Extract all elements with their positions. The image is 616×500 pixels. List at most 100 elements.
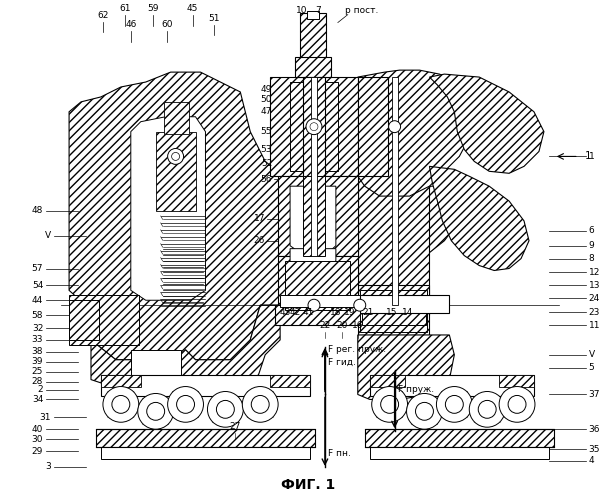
Text: 9: 9 [589, 241, 594, 250]
Text: 6: 6 [589, 226, 594, 235]
Text: р пост.: р пост. [345, 6, 378, 15]
Circle shape [308, 300, 320, 311]
Text: 55: 55 [261, 127, 272, 136]
Text: 51: 51 [209, 14, 220, 22]
Bar [300, 12, 326, 62]
Circle shape [469, 392, 505, 427]
Polygon shape [69, 72, 290, 360]
Text: 18: 18 [330, 308, 342, 317]
Bar [311, 77, 317, 256]
Polygon shape [358, 335, 455, 400]
Circle shape [208, 392, 243, 427]
Text: V: V [45, 232, 51, 240]
Text: 25: 25 [32, 367, 43, 376]
Text: 37: 37 [589, 390, 600, 399]
Text: 54: 54 [32, 281, 43, 290]
Bar [101, 447, 310, 459]
Circle shape [508, 396, 526, 413]
Bar [164, 102, 188, 134]
Text: 50: 50 [261, 96, 272, 104]
Bar [303, 77, 325, 176]
Circle shape [138, 394, 174, 429]
Text: 45: 45 [187, 4, 198, 13]
Circle shape [310, 122, 318, 130]
Text: 7: 7 [315, 6, 321, 15]
Polygon shape [91, 305, 280, 394]
Text: 15: 15 [386, 308, 397, 317]
Text: ФИГ. 1: ФИГ. 1 [281, 478, 335, 492]
Bar [69, 300, 99, 340]
Polygon shape [131, 117, 206, 300]
Bar [358, 286, 429, 335]
Text: 49: 49 [261, 86, 272, 94]
Text: 1: 1 [589, 152, 594, 161]
Circle shape [416, 402, 434, 420]
Circle shape [371, 386, 408, 422]
Bar [280, 296, 400, 307]
Text: 2: 2 [38, 385, 43, 394]
Text: 8: 8 [589, 254, 594, 263]
Bar [360, 296, 449, 313]
Text: 16: 16 [352, 321, 363, 330]
Text: 36: 36 [589, 424, 600, 434]
Text: 57: 57 [31, 264, 43, 273]
Text: 43: 43 [280, 308, 291, 317]
Text: 32: 32 [32, 324, 43, 332]
Polygon shape [358, 70, 468, 196]
Polygon shape [429, 74, 544, 174]
Polygon shape [290, 186, 336, 256]
Bar [285, 260, 350, 310]
Text: 40: 40 [32, 424, 43, 434]
Bar [101, 374, 141, 386]
Text: 13: 13 [589, 281, 600, 290]
Text: 29: 29 [32, 446, 43, 456]
Text: 42: 42 [290, 308, 301, 317]
Circle shape [407, 394, 442, 429]
Polygon shape [429, 166, 529, 270]
Text: 19: 19 [344, 308, 355, 317]
Text: 58: 58 [31, 310, 43, 320]
Circle shape [112, 396, 130, 413]
Text: 21: 21 [362, 308, 373, 317]
Circle shape [306, 118, 322, 134]
Bar [370, 447, 549, 459]
Text: F рег. пруж.: F рег. пруж. [328, 346, 386, 354]
Text: 62: 62 [97, 10, 108, 20]
Text: 34: 34 [32, 395, 43, 404]
Text: 1: 1 [585, 152, 591, 162]
Circle shape [168, 148, 184, 164]
Circle shape [478, 400, 496, 418]
Polygon shape [358, 186, 464, 310]
Bar [96, 429, 315, 447]
Circle shape [381, 396, 399, 413]
Bar [275, 305, 405, 325]
Text: 4: 4 [589, 456, 594, 466]
Bar [156, 132, 195, 211]
Circle shape [168, 386, 203, 422]
Circle shape [251, 396, 269, 413]
Text: F пруж.: F пруж. [397, 385, 434, 394]
Bar [278, 256, 358, 315]
Bar [370, 374, 405, 386]
Text: 17: 17 [254, 214, 265, 224]
Text: 30: 30 [31, 434, 43, 444]
Text: 33: 33 [31, 336, 43, 344]
Text: 56: 56 [261, 174, 272, 184]
Text: 47: 47 [261, 108, 272, 116]
Text: 60: 60 [161, 20, 172, 30]
Bar [358, 77, 387, 176]
Bar [290, 82, 338, 172]
Circle shape [147, 402, 164, 420]
Text: 41: 41 [302, 308, 314, 317]
Polygon shape [290, 248, 336, 280]
Text: 14: 14 [402, 308, 413, 317]
Circle shape [103, 386, 139, 422]
Text: V: V [589, 350, 595, 360]
Circle shape [436, 386, 472, 422]
Text: 44: 44 [32, 296, 43, 304]
Text: 11: 11 [589, 320, 600, 330]
Text: 35: 35 [589, 444, 600, 454]
Text: F гид.: F гид. [328, 358, 356, 367]
Text: 3: 3 [46, 462, 51, 471]
Circle shape [177, 396, 195, 413]
